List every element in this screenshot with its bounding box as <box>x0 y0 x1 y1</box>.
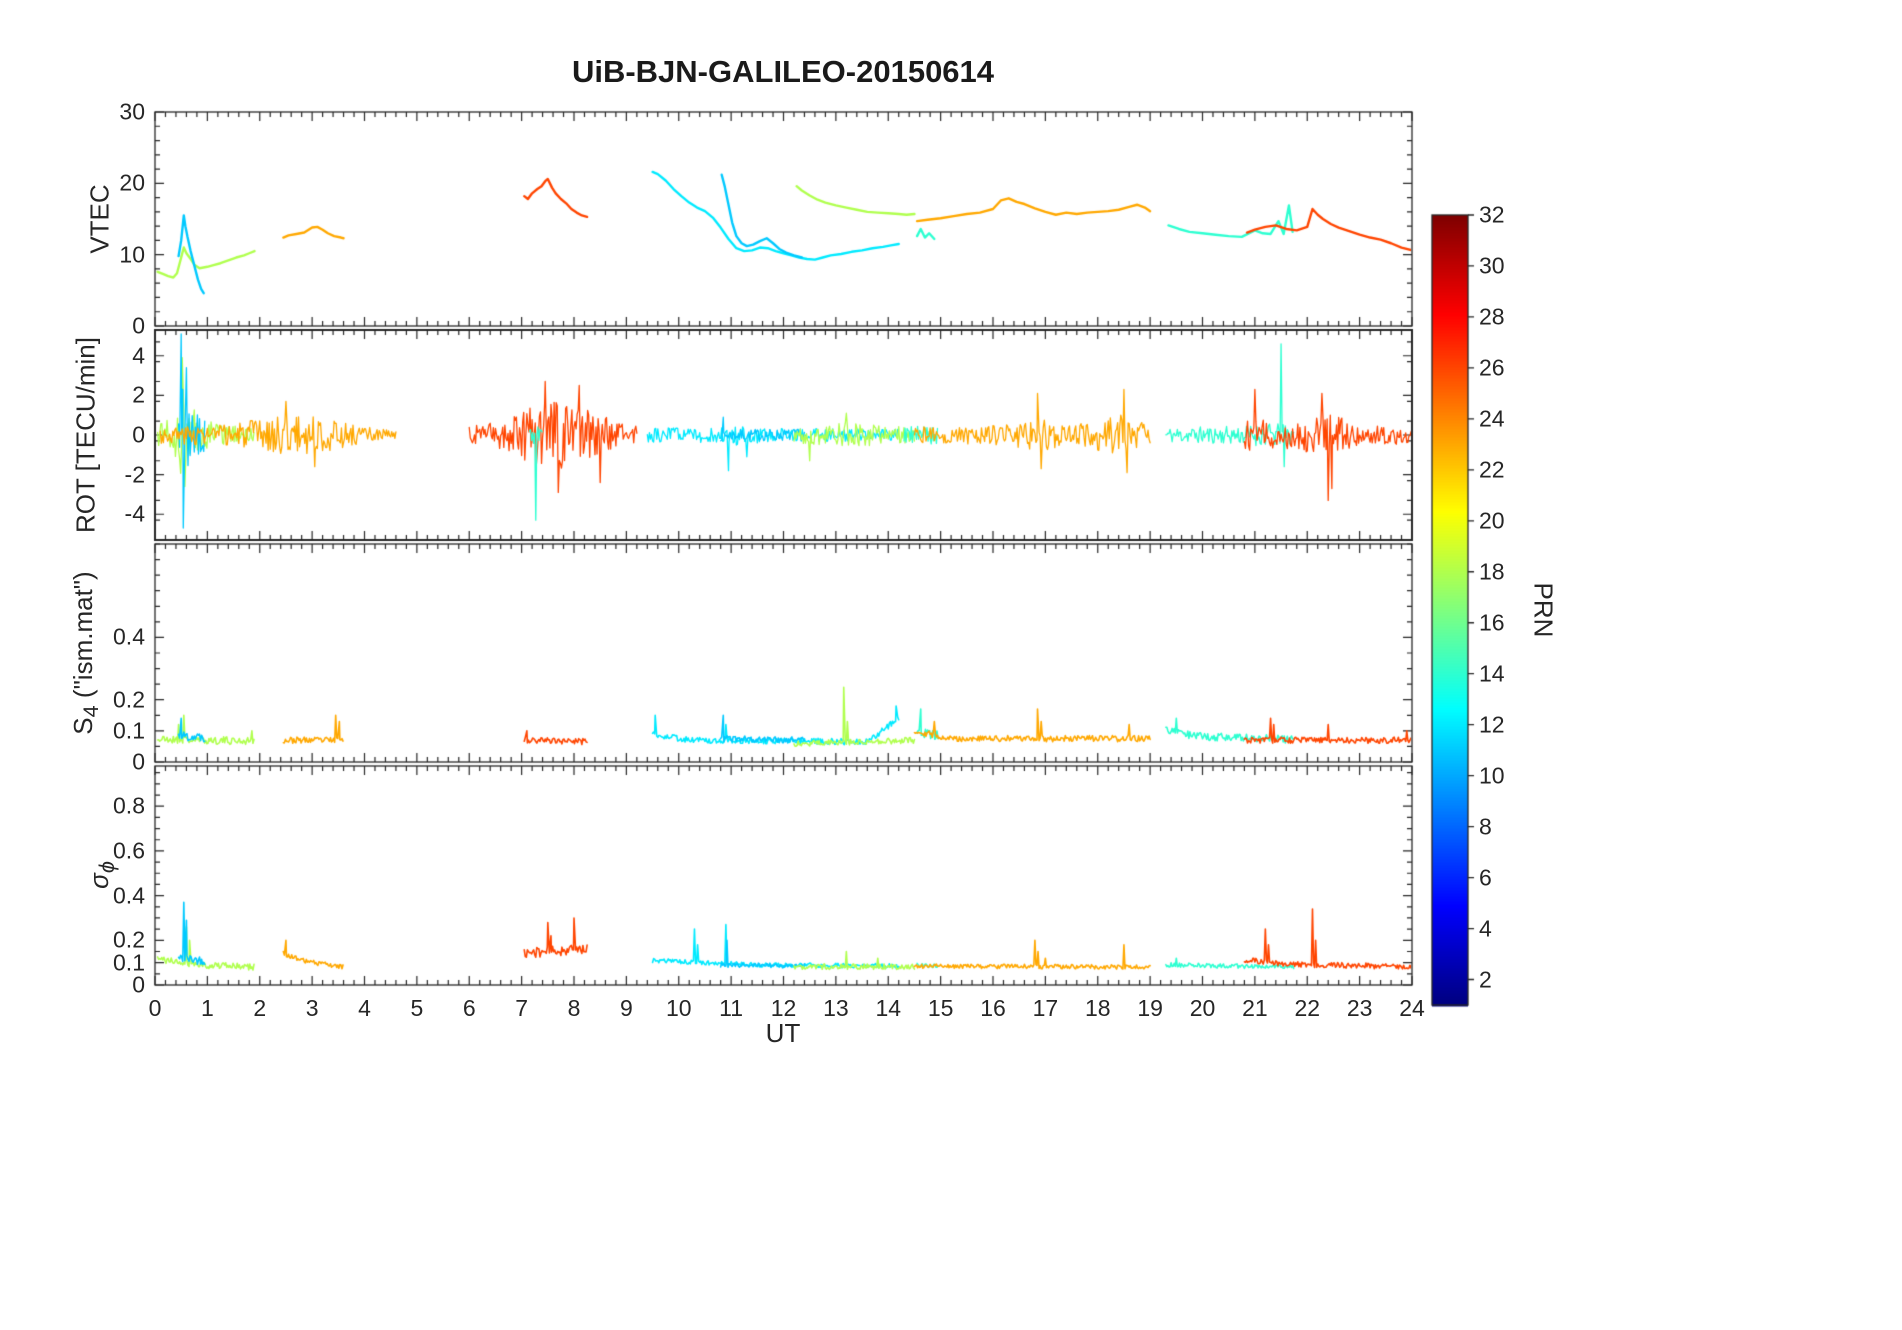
x-axis-label: UT <box>765 1018 801 1048</box>
vtec-axis-label: VTEC <box>84 184 115 254</box>
sigma-label-main: σ <box>83 873 114 889</box>
s4-axis-label: S4 ("ism.mat") <box>68 571 104 734</box>
s4-label-rest: ("ism.mat") <box>67 571 98 706</box>
s4-label-subscript: 4 <box>78 705 104 718</box>
sigma-phi-axis-label: σϕ <box>84 861 120 889</box>
chart-title: UiB-BJN-GALILEO-20150614 <box>571 54 995 89</box>
s4-label-main: S <box>67 717 98 735</box>
colorbar-label: PRN <box>1528 582 1559 638</box>
rot-axis-label: ROT [TECU/min] <box>70 337 101 533</box>
sigma-label-subscript: ϕ <box>94 861 120 874</box>
